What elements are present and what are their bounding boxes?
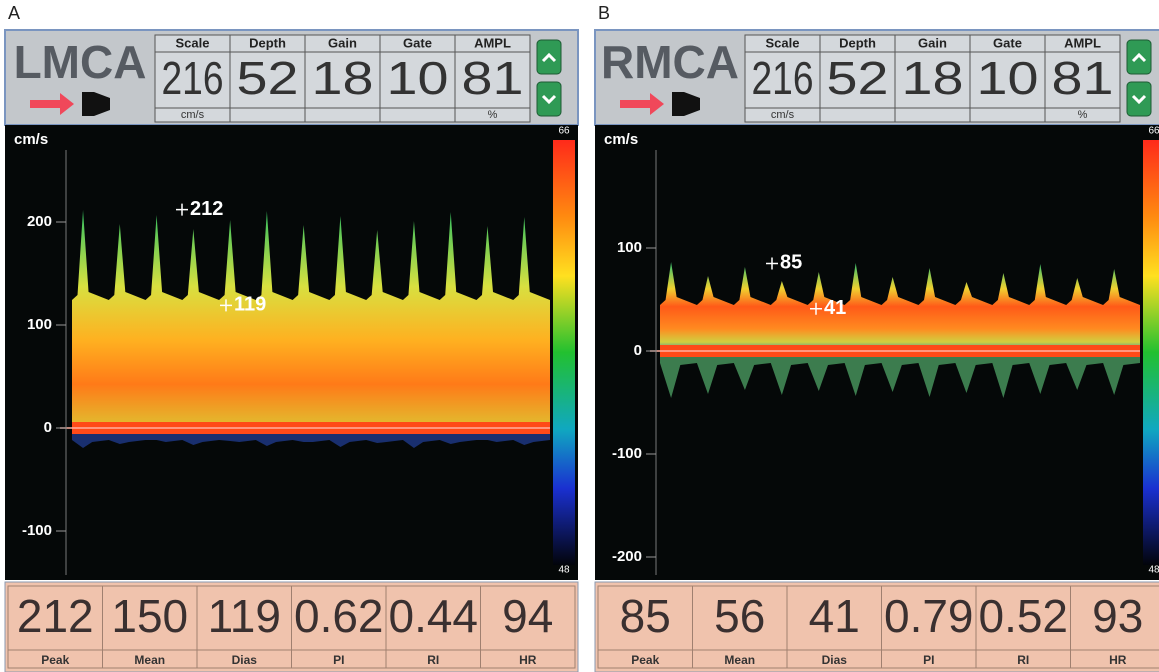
measurement-value: 0.44 — [388, 590, 478, 642]
setting-value: 216 — [162, 52, 224, 104]
setting-name: Depth — [249, 35, 286, 50]
measurement-bar — [595, 582, 1159, 672]
measurement-label: RI — [1017, 653, 1029, 667]
measurement-value: 0.79 — [884, 590, 974, 642]
measurement-label: Dias — [232, 653, 258, 667]
measurement-value: 119 — [208, 590, 281, 642]
setting-name: Scale — [766, 35, 800, 50]
color-bar — [1143, 140, 1159, 565]
setting-name: Scale — [176, 35, 210, 50]
setting-value: 81 — [462, 52, 524, 104]
setting-value: 216 — [752, 52, 814, 104]
tick-label: -100 — [22, 522, 52, 539]
axis-unit: cm/s — [604, 131, 638, 148]
cursor-label: 119 — [234, 294, 266, 316]
scroll-button — [537, 82, 561, 116]
measurement-value: 85 — [620, 590, 671, 642]
tick-label: 200 — [27, 213, 52, 230]
setting-name: AMPL — [474, 35, 511, 50]
vessel-name: LMCA — [14, 36, 147, 88]
measurement-label: PI — [333, 653, 344, 667]
measurement-value: 93 — [1092, 590, 1143, 642]
measurement-value: 212 — [17, 590, 94, 642]
tick-label: 0 — [634, 342, 642, 359]
measurement-label: Mean — [724, 653, 755, 667]
measurement-value: 0.62 — [294, 590, 384, 642]
setting-unit: cm/s — [181, 109, 205, 121]
measurement-label: Peak — [41, 653, 69, 667]
measurement-value: 56 — [714, 590, 765, 642]
panel-label: B — [598, 3, 610, 23]
setting-name: Depth — [839, 35, 876, 50]
tick-label: -200 — [612, 548, 642, 565]
measurement-value: 150 — [111, 590, 188, 642]
color-scale-top: 66 — [1148, 126, 1159, 137]
color-scale-top: 66 — [558, 126, 570, 137]
tick-label: 100 — [617, 239, 642, 256]
cursor-label: 41 — [824, 297, 846, 319]
color-scale-bottom: 48 — [1148, 565, 1159, 576]
measurement-value: 41 — [809, 590, 860, 642]
vessel-name: RMCA — [601, 36, 739, 88]
measurement-value: 0.52 — [978, 590, 1068, 642]
setting-name: Gate — [403, 35, 432, 50]
measurement-label: RI — [427, 653, 439, 667]
page: A LMCA Scale 216 cm/s Depth 52 Gain 18 Gate 10 AMPL… — [0, 0, 1159, 672]
setting-name: Gate — [993, 35, 1022, 50]
axis-unit: cm/s — [14, 131, 48, 148]
cursor-label: 212 — [190, 198, 223, 220]
measurement-label: HR — [1109, 653, 1127, 667]
measurement-value: 94 — [502, 590, 553, 642]
setting-value: 52 — [827, 52, 889, 104]
scroll-button — [1127, 82, 1151, 116]
setting-name: Gain — [918, 35, 947, 50]
setting-value: 81 — [1052, 52, 1114, 104]
figure: A LMCA Scale 216 cm/s Depth 52 Gain 18 Gate 10 AMPL… — [0, 0, 1159, 672]
setting-name: Gain — [328, 35, 357, 50]
setting-value: 10 — [977, 52, 1039, 104]
measurement-label: Peak — [631, 653, 659, 667]
color-scale-bottom: 48 — [558, 565, 570, 576]
setting-unit: % — [1078, 109, 1088, 121]
tick-label: -100 — [612, 445, 642, 462]
setting-value: 18 — [902, 52, 964, 104]
measurement-label: PI — [923, 653, 934, 667]
measurement-label: HR — [519, 653, 537, 667]
tick-label: 0 — [44, 419, 52, 436]
setting-name: AMPL — [1064, 35, 1101, 50]
tick-label: 100 — [27, 316, 52, 333]
measurement-label: Dias — [822, 653, 848, 667]
setting-value: 18 — [312, 52, 374, 104]
cursor-label: 85 — [780, 252, 802, 274]
setting-unit: cm/s — [771, 109, 795, 121]
setting-value: 52 — [237, 52, 299, 104]
color-bar — [553, 140, 575, 565]
measurement-label: Mean — [134, 653, 165, 667]
setting-unit: % — [488, 109, 498, 121]
setting-value: 10 — [387, 52, 449, 104]
panel-label: A — [8, 3, 20, 23]
